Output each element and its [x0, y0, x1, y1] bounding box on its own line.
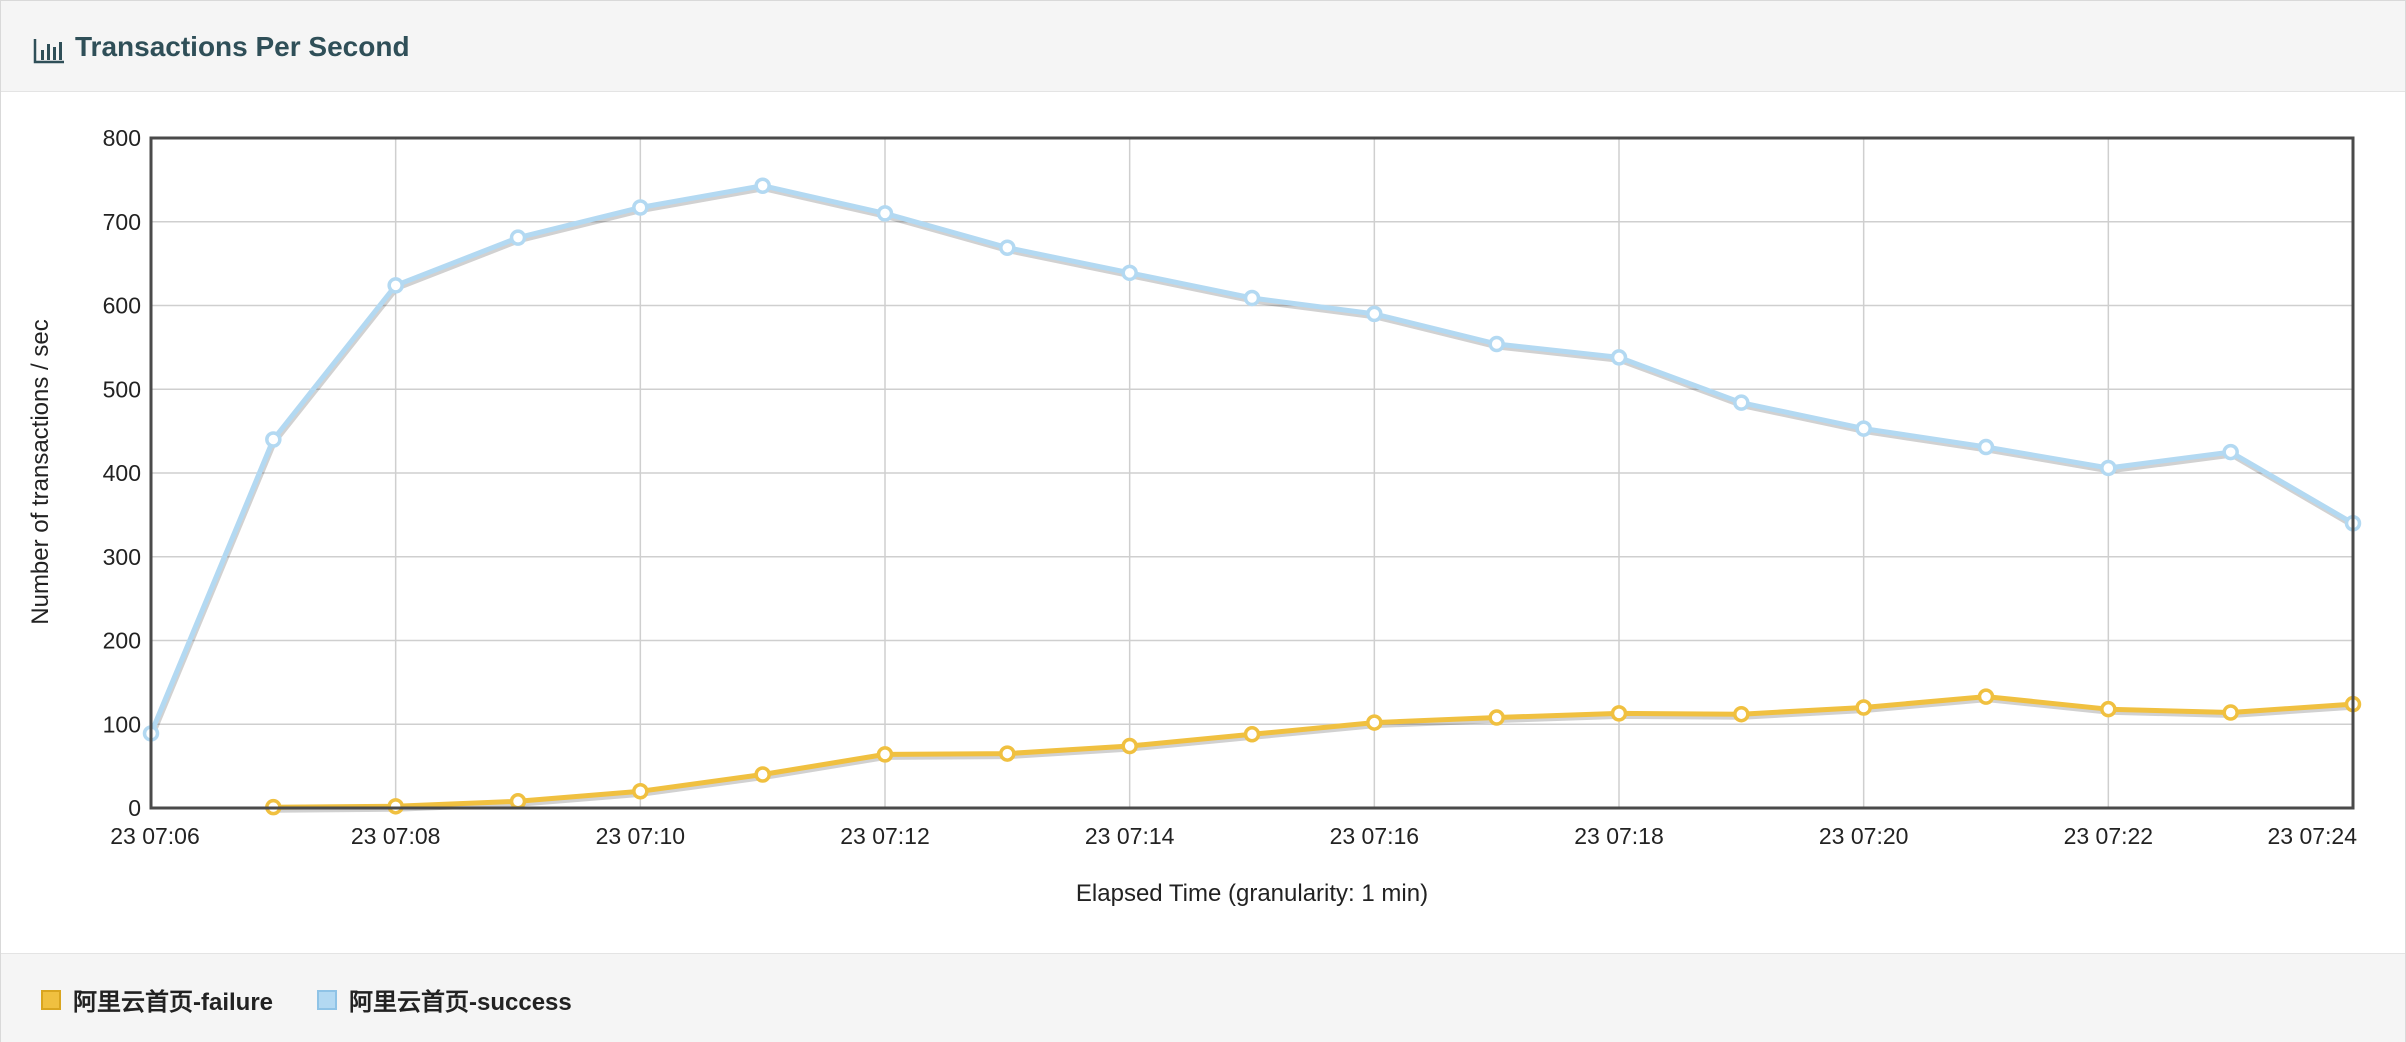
data-point-success[interactable] — [1610, 349, 1628, 366]
data-point-failure[interactable] — [1855, 699, 1872, 716]
series-shadow-success — [149, 186, 2356, 738]
data-point-failure[interactable] — [1977, 688, 1995, 705]
panel-header: Transactions Per Second — [1, 1, 2405, 92]
x-tick-label: 23 07:06 — [110, 823, 200, 849]
legend-swatch-failure — [41, 989, 61, 1010]
data-point-success[interactable] — [1977, 438, 1995, 456]
y-tick-label: 100 — [103, 711, 141, 737]
x-tick-label: 23 07:10 — [596, 823, 686, 849]
legend-item-success[interactable]: 阿里云首页-success — [317, 982, 572, 1017]
data-point-success[interactable] — [265, 431, 282, 448]
x-tick-label: 23 07:18 — [1574, 823, 1664, 849]
series-line-success — [148, 183, 2355, 735]
data-point-failure[interactable] — [509, 793, 527, 810]
data-point-success[interactable] — [754, 177, 771, 194]
x-tick-label: 23 07:24 — [2267, 823, 2357, 849]
y-tick-label: 700 — [103, 209, 141, 235]
data-point-success[interactable] — [509, 229, 527, 246]
data-point-failure[interactable] — [1366, 714, 1383, 731]
data-point-success[interactable] — [1855, 420, 1872, 437]
legend-label-failure: 阿里云首页-failure — [73, 989, 274, 1016]
data-point-failure[interactable] — [2100, 700, 2117, 718]
bar-chart-icon — [33, 39, 64, 64]
data-point-failure[interactable] — [754, 766, 771, 783]
data-point-success[interactable] — [1121, 264, 1138, 282]
legend-swatch-success — [317, 989, 337, 1010]
data-point-success[interactable] — [2222, 443, 2239, 461]
data-point-failure[interactable] — [1488, 709, 1505, 726]
data-point-success[interactable] — [1733, 394, 1750, 411]
x-tick-label: 23 07:12 — [840, 823, 930, 849]
plot-frame — [149, 136, 2355, 810]
data-point-failure[interactable] — [876, 746, 894, 763]
y-tick-label: 500 — [103, 376, 141, 402]
y-tick-label: 600 — [103, 293, 141, 319]
x-tick-label: 23 07:08 — [351, 823, 441, 849]
x-tick-label: 23 07:14 — [1085, 823, 1175, 849]
y-tick-label: 800 — [103, 125, 141, 151]
data-point-failure[interactable] — [387, 798, 404, 815]
y-axis-ticks: 0 100 200 300 400 500 600 700 800 — [103, 125, 141, 821]
data-point-success[interactable] — [2100, 459, 2117, 477]
data-point-failure[interactable] — [1610, 705, 1628, 722]
chart-area: 0 100 200 300 400 500 600 700 800 23 07:06 23 07:… — [1, 92, 2405, 952]
x-tick-label: 23 07:20 — [1819, 823, 1909, 849]
data-point-success[interactable] — [876, 205, 894, 222]
legend-item-failure[interactable]: 阿里云首页-failure — [41, 982, 273, 1017]
data-point-success[interactable] — [1488, 335, 1505, 353]
data-point-success[interactable] — [1243, 289, 1261, 307]
y-tick-label: 200 — [103, 628, 141, 654]
legend: 阿里云首页-failure 阿里云首页-success — [1, 953, 2405, 1042]
data-point-failure[interactable] — [999, 745, 1016, 762]
x-tick-label: 23 07:22 — [2064, 823, 2154, 849]
data-point-success[interactable] — [632, 199, 649, 216]
y-axis-label: Number of transactions / sec — [27, 319, 54, 624]
data-point-success[interactable] — [1366, 305, 1383, 323]
data-point-failure[interactable] — [1243, 726, 1261, 743]
legend-label-success: 阿里云首页-success — [349, 989, 572, 1016]
data-point-failure[interactable] — [632, 783, 649, 800]
data-point-success[interactable] — [387, 277, 404, 294]
y-tick-label: 400 — [103, 460, 141, 486]
grid-lines — [150, 137, 2354, 809]
panel-title: Transactions Per Second — [75, 31, 410, 62]
data-point-failure[interactable] — [2222, 704, 2239, 721]
y-tick-label: 0 — [128, 795, 141, 821]
y-tick-label: 300 — [103, 544, 141, 570]
data-point-failure[interactable] — [1733, 705, 1750, 723]
series-line-failure — [273, 694, 2354, 810]
x-axis-ticks: 23 07:06 23 07:08 23 07:10 23 07:12 23 07:14… — [110, 823, 2357, 849]
data-point-failure[interactable] — [1121, 737, 1138, 755]
x-tick-label: 23 07:16 — [1330, 823, 1420, 849]
data-point-success[interactable] — [999, 239, 1016, 256]
series-layer — [142, 177, 2362, 816]
series-shadow-failure — [274, 697, 2355, 813]
x-axis-label: Elapsed Time (granularity: 1 min) — [1076, 880, 1428, 907]
